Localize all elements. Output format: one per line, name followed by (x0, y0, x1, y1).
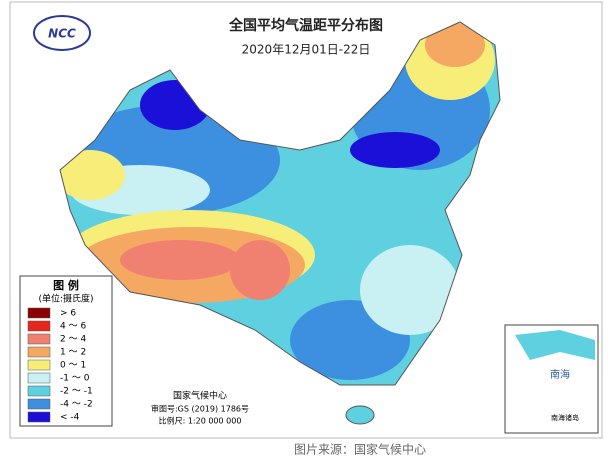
logo-text: NCC (48, 27, 76, 41)
inset-caption: 南海诸岛 (551, 413, 579, 422)
legend-swatch (27, 411, 51, 423)
footer-org: 国家气候中心 (173, 390, 227, 402)
legend-swatch (27, 385, 51, 397)
map-subtitle: 2020年12月01日-22日 (242, 43, 371, 57)
legend-label: < -4 (60, 413, 80, 423)
footer-scale: 比例尺: 1:20 000 000 (159, 416, 242, 426)
image-caption: 图片来源：国家气候中心 (294, 442, 426, 457)
legend-swatch (27, 320, 51, 332)
legend-unit: (单位:摄氏度) (38, 293, 93, 305)
legend-swatch (27, 359, 51, 371)
legend-swatch (27, 372, 51, 384)
legend-label: -2 ～ -1 (60, 387, 93, 397)
legend-title: 图 例 (53, 278, 79, 292)
legend-label: -4 ～ -2 (60, 400, 93, 410)
legend-label: -1 ～ 0 (60, 374, 90, 384)
legend-label: > 6 (60, 309, 76, 319)
inset-map: 南海 南海诸岛 (504, 324, 599, 434)
legend-swatch (27, 346, 51, 358)
legend-label: 2 ～ 4 (60, 335, 86, 345)
map-title: 全国平均气温距平分布图 (228, 17, 383, 34)
legend: 图 例 (单位:摄氏度) > 6 4 ～ 6 2 ～ 4 1 ～ 2 0 ～ 1 -1 ～… (19, 275, 113, 427)
logo: NCC (33, 15, 91, 51)
legend-label: 0 ～ 1 (60, 361, 86, 371)
legend-label: 1 ～ 2 (60, 348, 86, 358)
legend-label: 4 ～ 6 (60, 322, 86, 332)
legend-swatch (27, 333, 51, 345)
inset-sea: 南海 (550, 368, 570, 381)
legend-swatch (27, 307, 51, 319)
footer-approval: 审图号:GS (2019) 1786号 (151, 404, 249, 414)
legend-swatch (27, 398, 51, 410)
